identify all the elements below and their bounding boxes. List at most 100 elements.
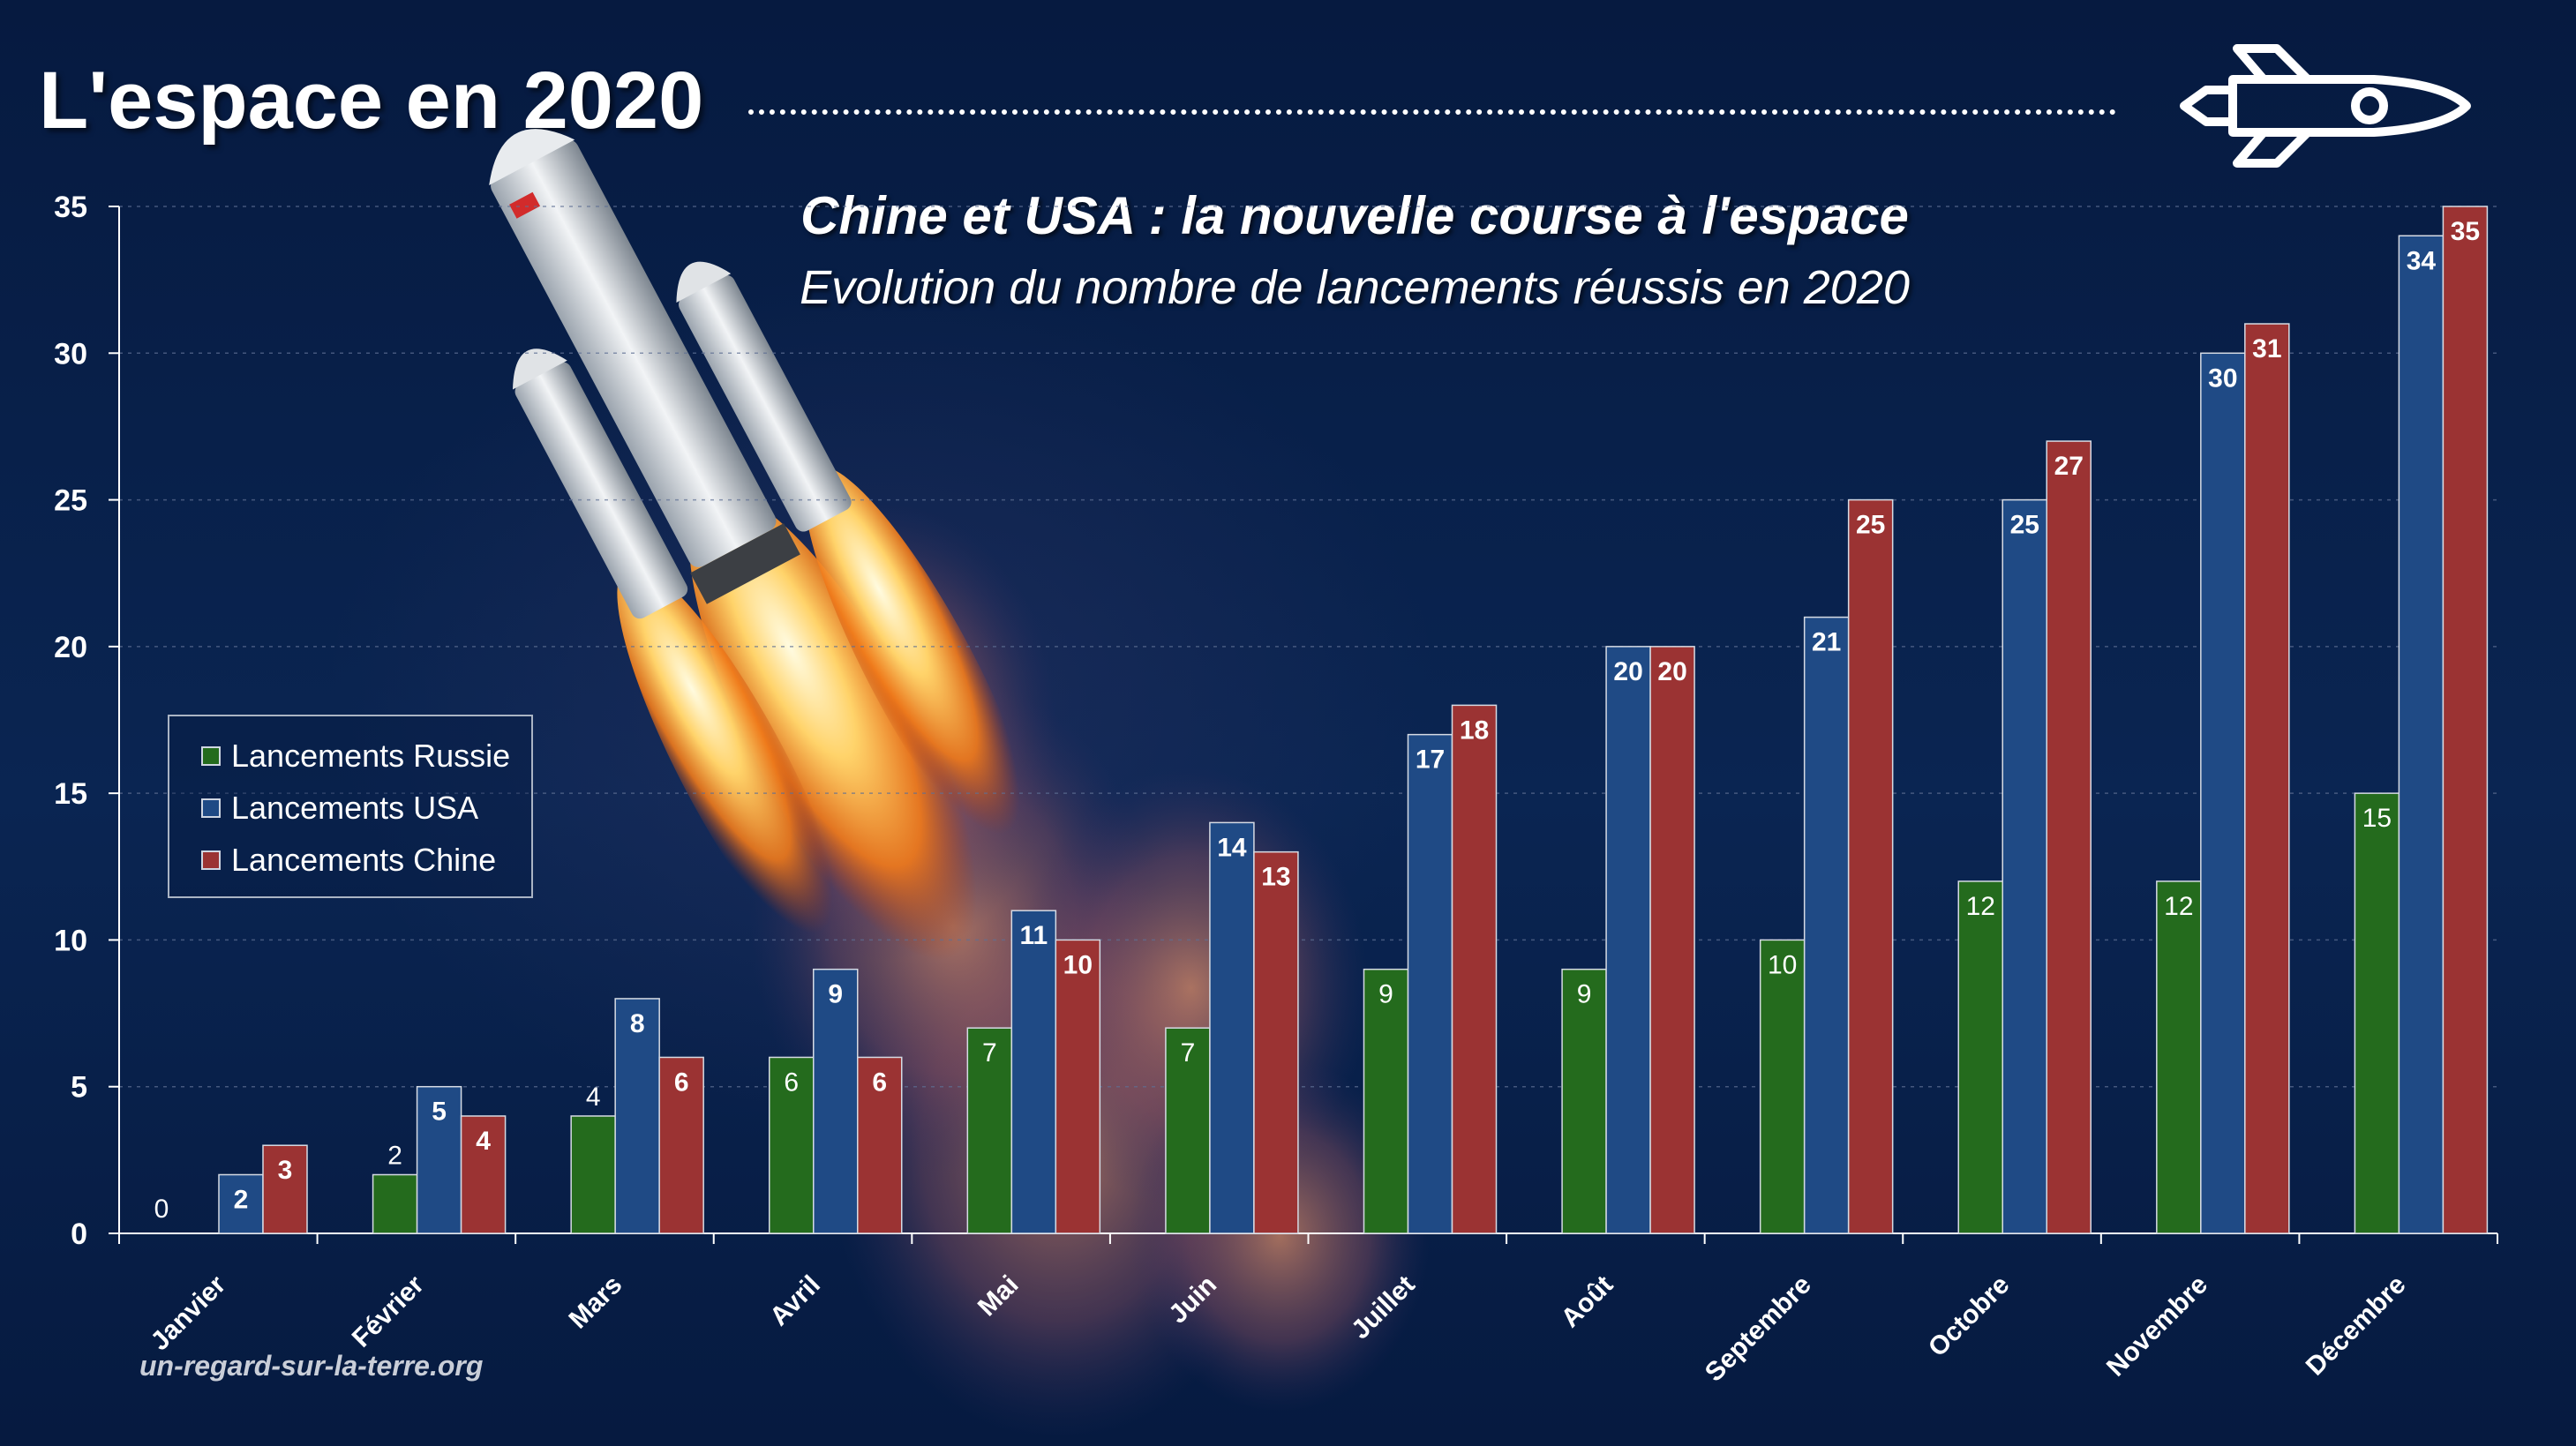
bar-chine [1649, 646, 1695, 1234]
data-label: 5 [432, 1098, 447, 1127]
data-label: 4 [476, 1127, 491, 1156]
data-label: 34 [2407, 246, 2437, 275]
bar-usa [1209, 821, 1255, 1234]
x-tick-label: Avril [764, 1270, 826, 1332]
data-label: 9 [828, 980, 843, 1009]
x-tick-label: Août [1556, 1270, 1619, 1334]
bar-russie [570, 1115, 616, 1234]
legend-swatch-chine [201, 850, 221, 870]
legend-swatch-russie [201, 746, 221, 766]
page-title: L'espace en 2020 [39, 56, 704, 146]
data-label: 20 [1613, 657, 1642, 686]
y-tick-label: 0 [71, 1217, 87, 1251]
legend-label-russie: Lancements Russie [231, 738, 511, 774]
bar-chine [2244, 323, 2290, 1234]
data-label: 17 [1416, 745, 1445, 775]
bar-russie [966, 1027, 1013, 1234]
chart-legend: Lancements Russie Lancements USA Lanceme… [168, 715, 533, 898]
x-tick-label: Septembre [1700, 1270, 1817, 1388]
x-tick-label: Novembre [2101, 1270, 2213, 1382]
x-tick-label: Février [347, 1270, 430, 1352]
data-label: 35 [2451, 217, 2480, 246]
bar-chine [1055, 939, 1101, 1234]
bar-usa [2200, 352, 2246, 1234]
watermark: un-regard-sur-la-terre.org [139, 1350, 484, 1382]
data-label: 14 [1217, 833, 1247, 862]
bar-chine [1847, 498, 1894, 1234]
bar-russie [1759, 939, 1806, 1234]
bar-usa [218, 1173, 264, 1234]
bar-russie [1957, 880, 2003, 1234]
data-label: 30 [2208, 363, 2237, 393]
y-tick-label: 35 [54, 191, 87, 224]
data-label: 15 [2362, 804, 2392, 833]
data-label: 6 [872, 1068, 887, 1097]
bar-russie [769, 1056, 815, 1234]
bar-usa [1407, 733, 1453, 1234]
y-tick-label: 25 [54, 484, 87, 518]
data-label: 4 [586, 1083, 601, 1112]
legend-label-chine: Lancements Chine [231, 842, 497, 878]
chart-subtitle: Evolution du nombre de lancements réussi… [800, 261, 1910, 314]
title-dotted-divider [748, 109, 2116, 115]
data-label: 11 [1019, 921, 1048, 950]
y-tick-label: 30 [54, 337, 87, 371]
bar-russie [1165, 1027, 1211, 1234]
bar-chine [658, 1056, 704, 1234]
bar-chine [460, 1115, 507, 1234]
bar-chine [2046, 440, 2092, 1234]
data-label: 20 [1657, 657, 1686, 686]
y-tick-label: 15 [54, 777, 87, 811]
data-label: 13 [1261, 863, 1290, 892]
bar-chine [1253, 850, 1299, 1234]
bar-chine [262, 1144, 308, 1234]
legend-label-usa: Lancements USA [231, 790, 479, 826]
chart-title: Chine et USA : la nouvelle course à l'es… [800, 186, 1909, 245]
y-tick-label: 10 [54, 924, 87, 957]
bar-russie [1363, 968, 1409, 1234]
x-tick-label: Juin [1163, 1270, 1222, 1330]
legend-item-chine: Lancements Chine [201, 838, 496, 882]
bar-usa [1010, 910, 1057, 1234]
rocket-outline-icon [2180, 44, 2471, 168]
y-tick-label: 5 [71, 1071, 87, 1105]
bar-russie [2156, 880, 2202, 1234]
data-label: 7 [1181, 1038, 1196, 1068]
x-tick-label: Octobre [1923, 1270, 2016, 1363]
data-label: 2 [387, 1141, 402, 1170]
bar-russie [2354, 792, 2400, 1234]
data-label: 10 [1063, 950, 1093, 979]
data-label: 2 [234, 1185, 249, 1214]
data-label: 12 [2164, 892, 2193, 921]
data-label: 0 [154, 1195, 169, 1224]
x-tick-label: Juillet [1346, 1270, 1421, 1345]
bar-chine [1451, 704, 1498, 1234]
bar-usa [1605, 646, 1651, 1234]
bar-usa [813, 968, 859, 1234]
data-label: 25 [1856, 511, 1885, 540]
data-label: 9 [1378, 980, 1393, 1009]
bar-usa [2398, 235, 2445, 1234]
bar-usa [1803, 616, 1850, 1234]
x-tick-label: Décembre [2301, 1270, 2412, 1382]
bar-chine [2442, 206, 2489, 1234]
data-label: 21 [1812, 628, 1841, 657]
x-tick-label: Mai [973, 1270, 1025, 1322]
data-label: 31 [2252, 334, 2281, 363]
bar-chine [857, 1056, 903, 1234]
data-label: 3 [278, 1156, 293, 1185]
data-label: 10 [1768, 950, 1797, 979]
x-tick-label: Mars [564, 1270, 628, 1335]
data-label: 9 [1577, 980, 1592, 1009]
bar-usa [2001, 498, 2047, 1234]
bar-usa [614, 998, 660, 1234]
data-label: 6 [674, 1068, 689, 1097]
data-label: 27 [2054, 452, 2084, 481]
legend-item-russie: Lancements Russie [201, 734, 510, 778]
bar-usa [416, 1085, 462, 1234]
data-label: 7 [982, 1038, 997, 1068]
legend-item-usa: Lancements USA [201, 786, 478, 830]
data-label: 8 [630, 1009, 645, 1038]
